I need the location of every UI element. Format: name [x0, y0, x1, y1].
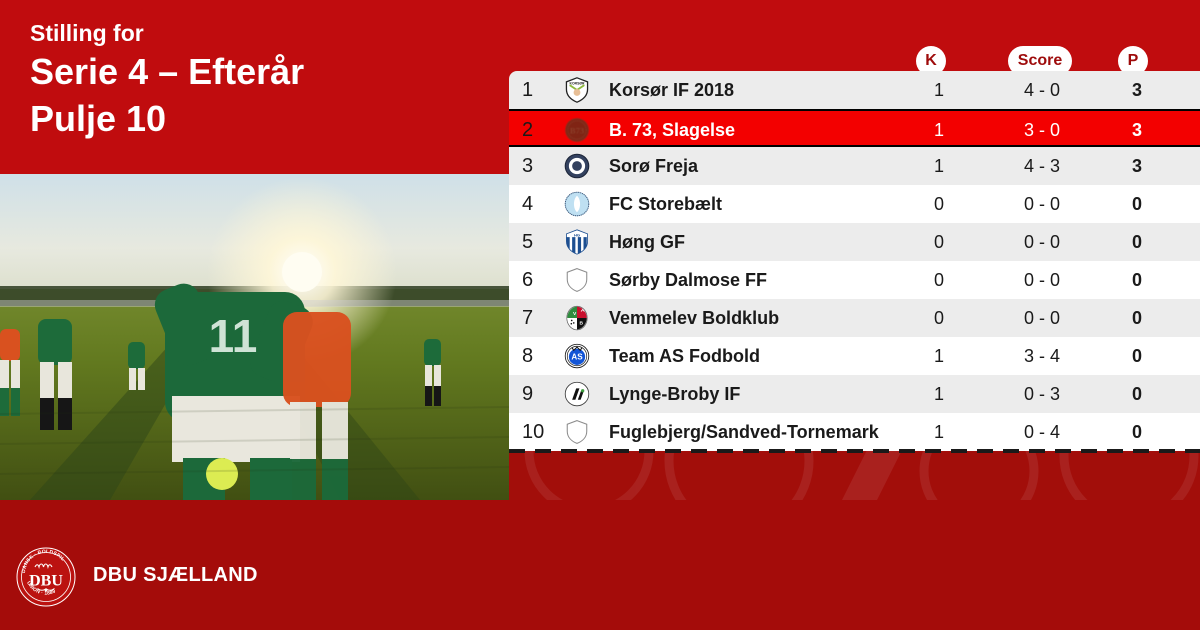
svg-text:DBU: DBU	[29, 573, 63, 590]
svg-text:HG: HG	[574, 232, 580, 237]
svg-text:B73: B73	[570, 126, 584, 136]
svg-text:KORSØR: KORSØR	[570, 81, 585, 85]
svg-text:11: 11	[209, 310, 258, 362]
svg-text:AS: AS	[571, 353, 583, 362]
svg-text:B: B	[579, 321, 583, 327]
